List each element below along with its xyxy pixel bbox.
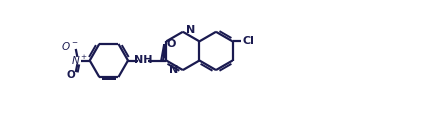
Text: NH: NH [134, 55, 153, 65]
Text: $N^+$: $N^+$ [71, 54, 88, 67]
Text: Cl: Cl [243, 36, 254, 46]
Text: $O^-$: $O^-$ [61, 40, 79, 52]
Text: O: O [67, 70, 75, 80]
Text: N: N [169, 65, 178, 76]
Text: N: N [186, 25, 195, 35]
Text: O: O [166, 39, 176, 49]
